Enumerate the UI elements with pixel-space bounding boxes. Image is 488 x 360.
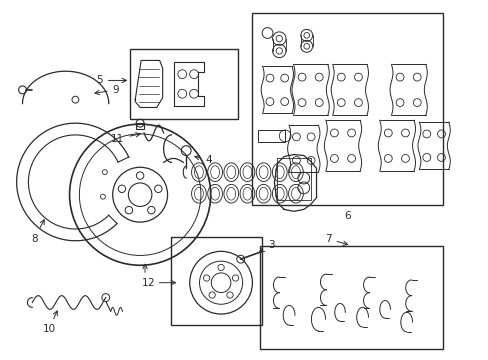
Text: 10: 10 — [42, 311, 57, 334]
Bar — [171, 237, 261, 325]
Bar — [257, 130, 285, 142]
Text: 6: 6 — [344, 211, 350, 221]
Bar — [130, 49, 238, 119]
Bar — [277, 158, 310, 199]
Text: 2: 2 — [147, 278, 175, 288]
Text: 3: 3 — [259, 240, 274, 252]
Text: 7: 7 — [325, 234, 347, 246]
Text: 1: 1 — [142, 264, 148, 288]
Text: 9: 9 — [95, 85, 119, 95]
Text: 4: 4 — [194, 156, 212, 165]
Bar — [251, 13, 442, 204]
Text: 8: 8 — [31, 220, 44, 244]
Text: 5: 5 — [96, 76, 126, 85]
Bar — [136, 123, 144, 129]
Text: 11: 11 — [111, 132, 140, 144]
Bar — [259, 246, 442, 348]
